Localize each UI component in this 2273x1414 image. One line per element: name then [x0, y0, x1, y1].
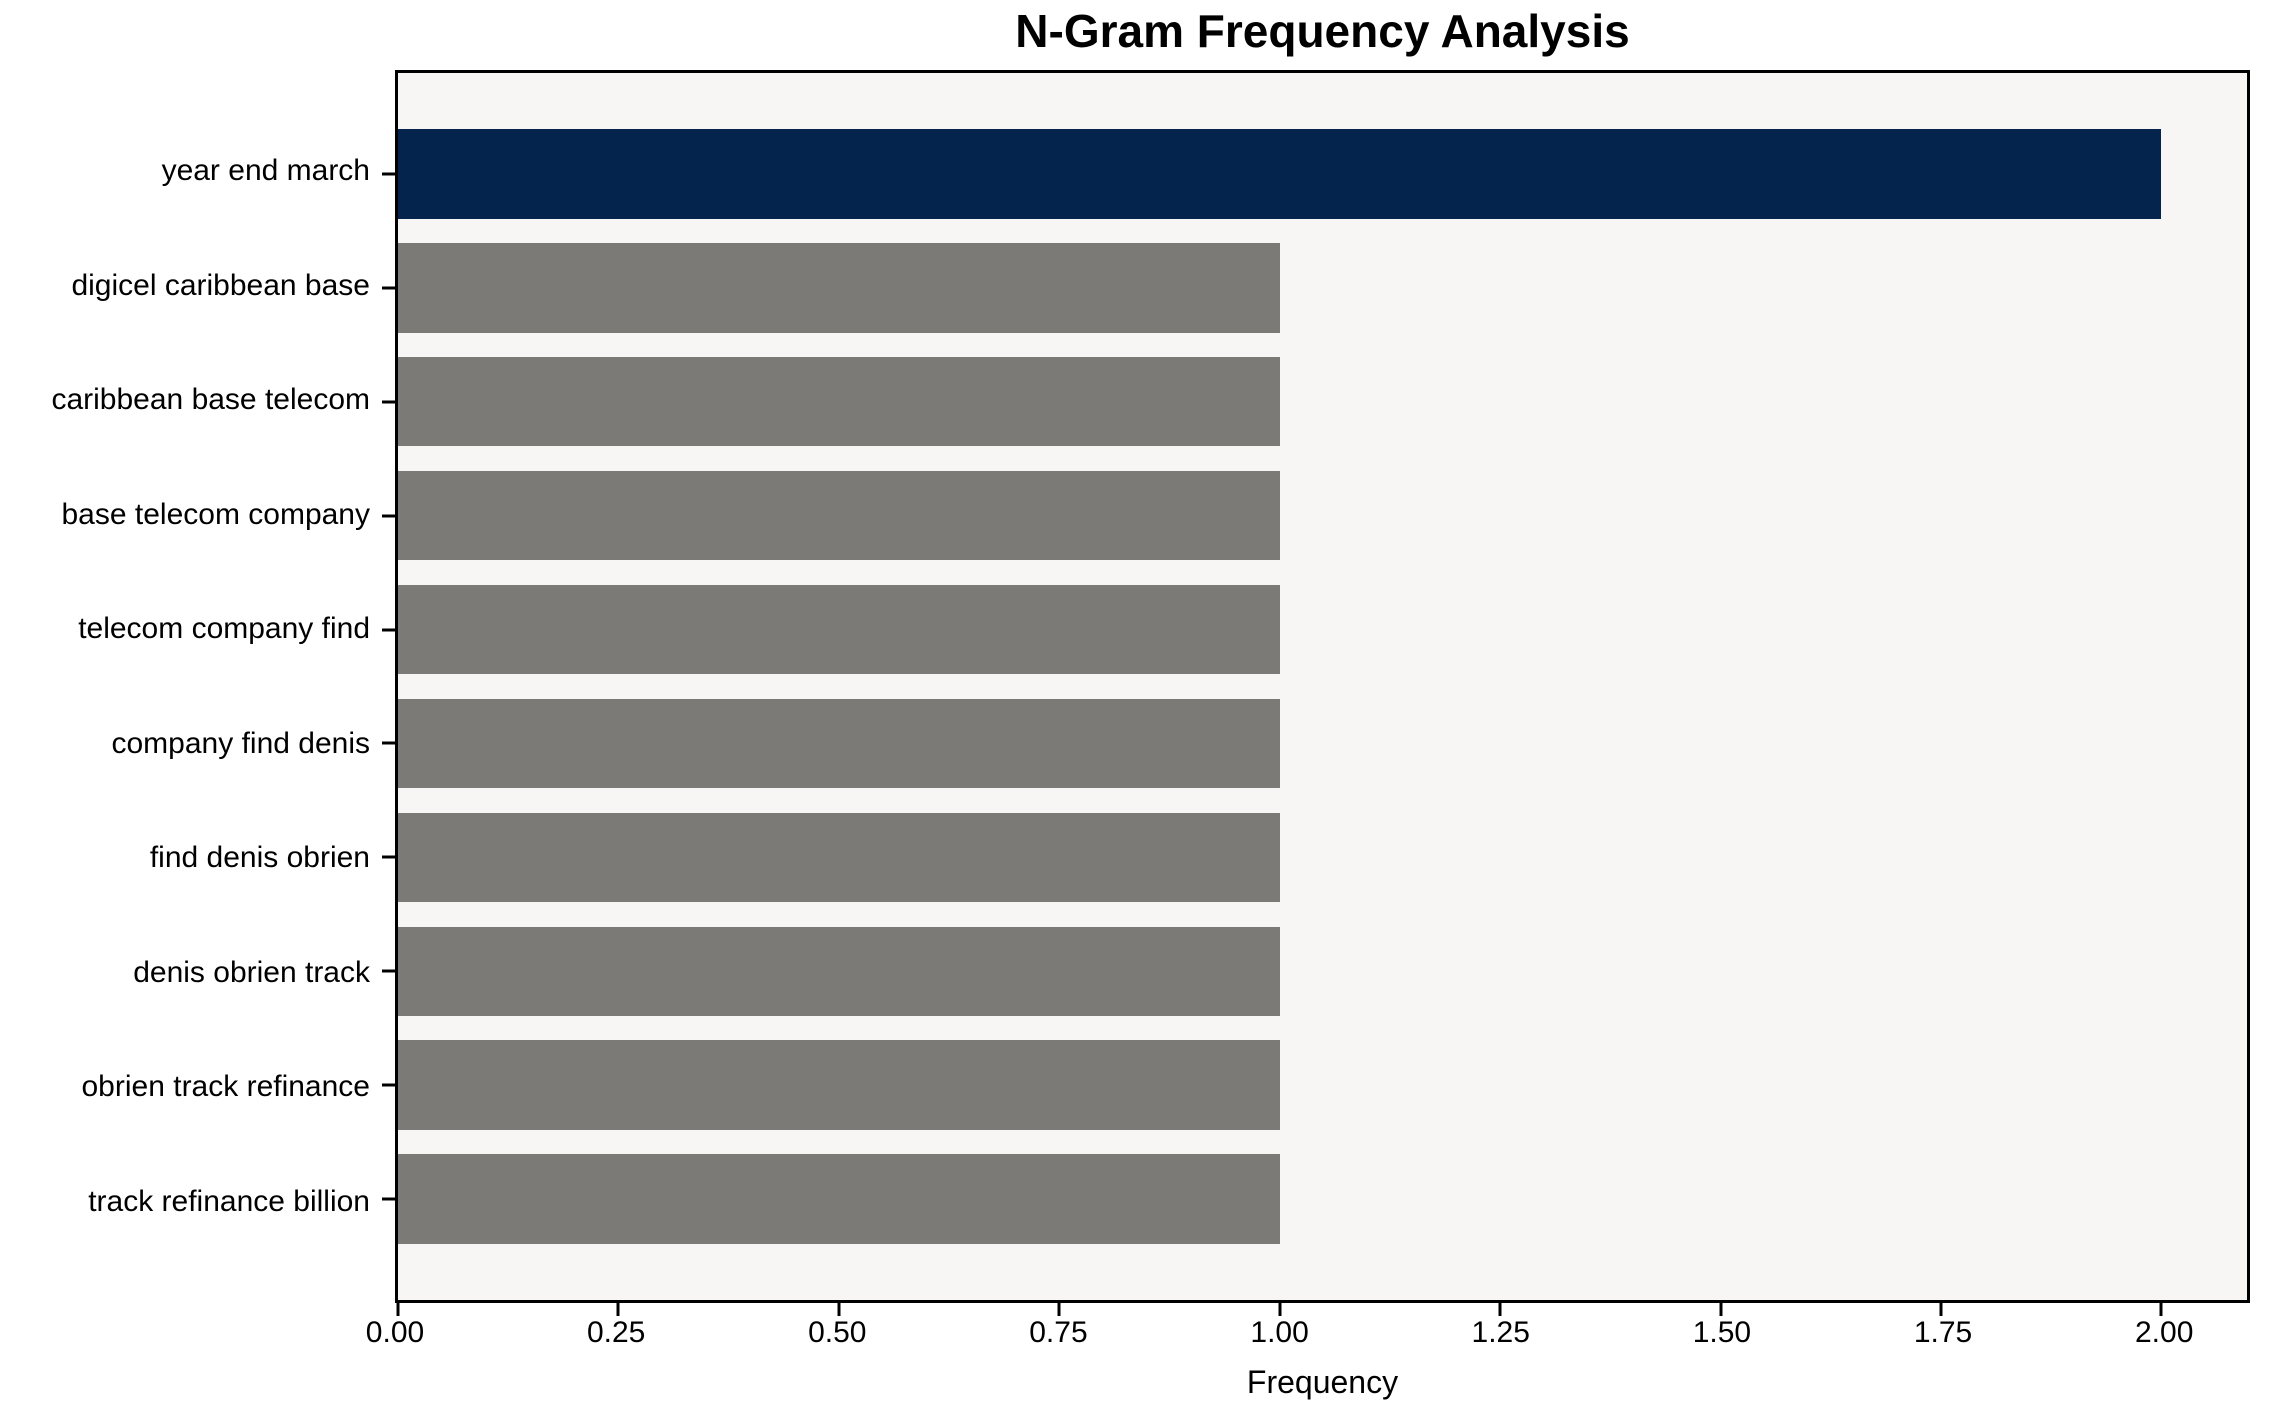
x-tick-mark — [1057, 1303, 1061, 1316]
x-tick-label: 0.50 — [808, 1316, 867, 1349]
y-tick-mark — [382, 1083, 395, 1087]
x-axis-title: Frequency — [1246, 1364, 1399, 1400]
x-axis-labels: 0.00 0.25 0.50 0.75 1.00 1.25 1.50 1.75 2.00 — [366, 1316, 2250, 1356]
y-tick-mark — [382, 172, 395, 176]
y-tick-label: year end march — [161, 154, 370, 188]
x-tick-mark — [1939, 1303, 1943, 1316]
y-tick-mark — [382, 969, 395, 973]
y-tick-label: company find denis — [111, 726, 371, 760]
x-tick-label: 1.75 — [1913, 1316, 1973, 1349]
y-tick-label: track refinance billion — [88, 1184, 370, 1218]
y-tick-mark — [382, 628, 395, 632]
x-tick-label: 1.00 — [1250, 1316, 1309, 1349]
x-tick-label: 1.50 — [1692, 1316, 1752, 1349]
y-tick-label: digicel caribbean base — [71, 268, 370, 302]
bar — [398, 129, 2162, 219]
y-tick-mark — [382, 741, 395, 745]
x-tick-mark — [1498, 1303, 1502, 1316]
y-tick-mark — [382, 286, 395, 290]
x-tick-label: 0.25 — [586, 1316, 646, 1349]
bar — [398, 812, 1280, 903]
chart-title: N-Gram Frequency Analysis — [1015, 5, 1630, 57]
x-tick-mark — [837, 1303, 841, 1316]
bar — [398, 470, 1280, 561]
bar — [398, 926, 1280, 1017]
bar — [398, 242, 1280, 333]
y-tick-label: caribbean base telecom — [51, 383, 370, 417]
y-axis-labels: year end march digicel caribbean base cari… — [0, 70, 370, 1303]
x-tick-label: 0.00 — [365, 1316, 425, 1349]
x-tick-mark — [396, 1303, 400, 1316]
y-tick-label: obrien track refinance — [81, 1070, 371, 1104]
y-tick-mark — [382, 855, 395, 859]
y-tick-mark — [382, 400, 395, 404]
plot-area — [382, 70, 2250, 1316]
y-tick-label: denis obrien track — [133, 955, 370, 989]
bar — [398, 356, 1280, 447]
bar — [398, 584, 1280, 675]
bar — [398, 698, 1280, 789]
y-tick-label: base telecom company — [61, 497, 371, 531]
y-tick-mark — [382, 1197, 395, 1201]
x-tick-mark — [2159, 1303, 2163, 1316]
x-tick-label: 2.00 — [2134, 1316, 2194, 1349]
x-tick-label: 0.75 — [1029, 1316, 1088, 1349]
x-tick-label: 1.25 — [1471, 1316, 1530, 1349]
x-tick-mark — [616, 1303, 620, 1316]
x-tick-mark — [1719, 1303, 1723, 1316]
x-tick-mark — [1278, 1303, 1282, 1316]
y-tick-label: telecom company find — [78, 612, 370, 646]
bar — [398, 1154, 1280, 1244]
y-tick-mark — [382, 514, 395, 518]
bar — [398, 1040, 1280, 1131]
y-tick-label: find denis obrien — [149, 841, 370, 875]
